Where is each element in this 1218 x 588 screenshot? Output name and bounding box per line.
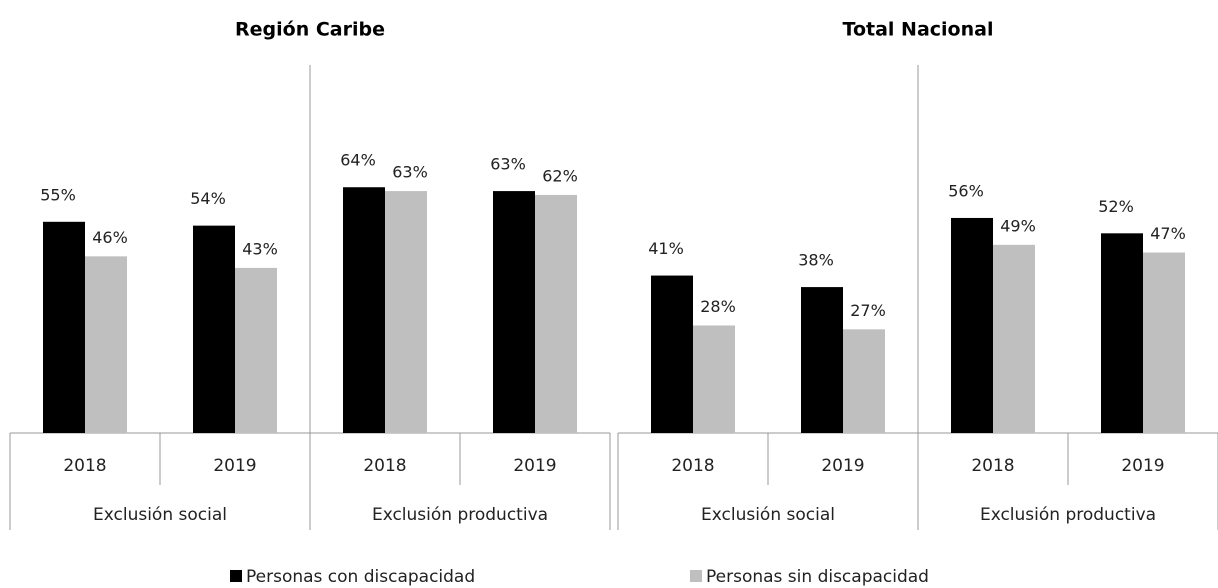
legend-swatch bbox=[230, 570, 242, 582]
group-label: Exclusión productiva bbox=[372, 505, 548, 525]
group-label: Exclusión social bbox=[701, 505, 835, 525]
bar bbox=[85, 256, 127, 433]
x-tick-label: 2019 bbox=[1121, 456, 1164, 476]
bar bbox=[43, 221, 85, 433]
chart-title: Total Nacional bbox=[843, 19, 994, 41]
value-label: 55% bbox=[40, 185, 76, 204]
value-label: 54% bbox=[190, 189, 226, 208]
bar bbox=[385, 191, 427, 433]
value-label: 62% bbox=[542, 166, 578, 185]
group-label: Exclusión social bbox=[93, 505, 227, 525]
bar bbox=[951, 217, 993, 433]
x-tick-label: 2019 bbox=[513, 456, 556, 476]
x-tick-label: 2018 bbox=[363, 456, 406, 476]
bar bbox=[235, 267, 277, 433]
legend-label: Personas con discapacidad bbox=[246, 567, 475, 587]
group-label: Exclusión productiva bbox=[980, 505, 1156, 525]
value-label: 41% bbox=[648, 239, 684, 258]
x-tick-label: 2018 bbox=[671, 456, 714, 476]
bar bbox=[1101, 233, 1143, 433]
chart-title: Región Caribe bbox=[235, 19, 385, 41]
value-label: 49% bbox=[1000, 216, 1036, 235]
bar bbox=[651, 275, 693, 433]
value-label: 28% bbox=[700, 297, 736, 316]
bar bbox=[535, 194, 577, 433]
value-label: 46% bbox=[92, 228, 128, 247]
bar bbox=[1143, 252, 1185, 433]
bar bbox=[193, 225, 235, 433]
value-label: 43% bbox=[242, 239, 278, 258]
bar bbox=[801, 287, 843, 433]
legend-label: Personas sin discapacidad bbox=[706, 567, 929, 587]
bar bbox=[343, 187, 385, 433]
value-label: 47% bbox=[1150, 224, 1186, 243]
bar bbox=[843, 329, 885, 433]
bar bbox=[493, 191, 535, 433]
value-label: 56% bbox=[948, 181, 984, 200]
bar bbox=[693, 325, 735, 433]
bar bbox=[993, 244, 1035, 433]
x-tick-label: 2018 bbox=[63, 456, 106, 476]
x-tick-label: 2019 bbox=[213, 456, 256, 476]
value-label: 27% bbox=[850, 301, 886, 320]
legend-swatch bbox=[690, 570, 702, 582]
value-label: 52% bbox=[1098, 197, 1134, 216]
value-label: 63% bbox=[392, 163, 428, 182]
value-label: 64% bbox=[340, 151, 376, 170]
x-tick-label: 2018 bbox=[971, 456, 1014, 476]
value-label: 63% bbox=[490, 155, 526, 174]
x-tick-label: 2019 bbox=[821, 456, 864, 476]
value-label: 38% bbox=[798, 251, 834, 270]
